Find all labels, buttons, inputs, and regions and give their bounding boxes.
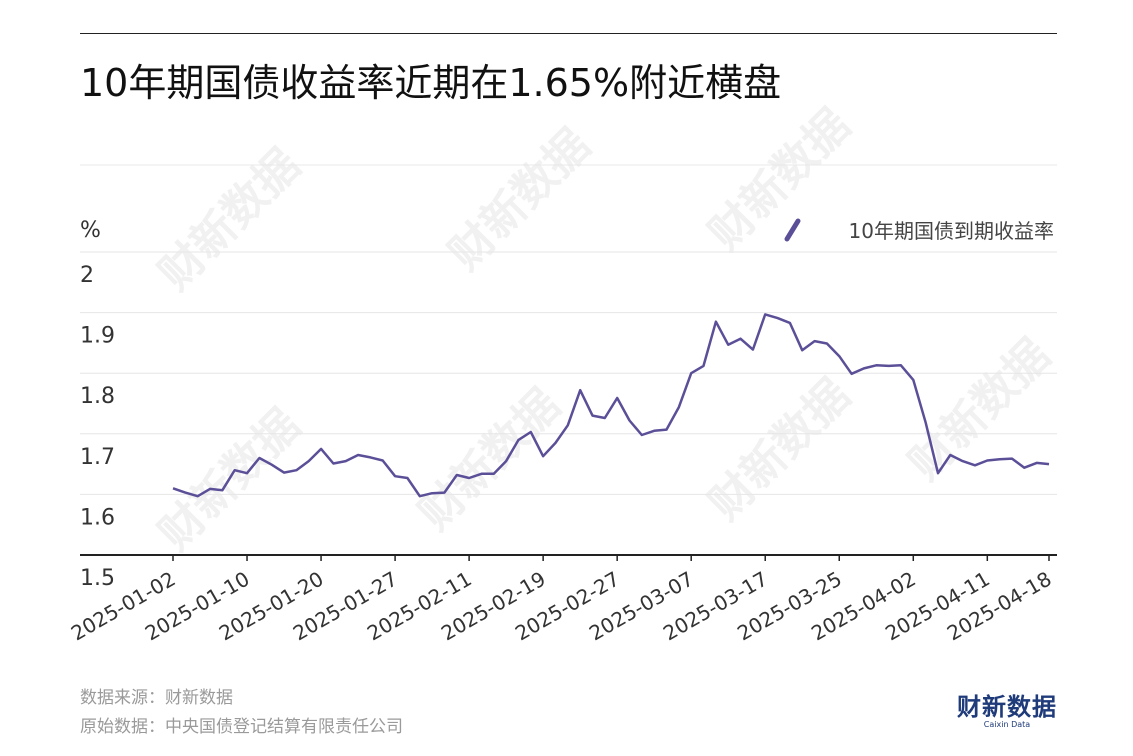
watermark: 财新数据 — [699, 369, 860, 530]
watermark: 财新数据 — [899, 329, 1060, 490]
watermark: 财新数据 — [149, 139, 310, 300]
brand-name-cn: 财新数据 — [957, 693, 1057, 721]
y-tick-label: 1.9 — [80, 324, 115, 349]
y-tick-label: 2 — [80, 263, 94, 288]
legend-swatch — [784, 218, 801, 242]
y-tick-label: 1.8 — [80, 384, 115, 409]
legend-label: 10年期国债到期收益率 — [849, 219, 1054, 243]
page-title: 10年期国债收益率近期在1.65%附近横盘 — [80, 61, 782, 105]
x-tick-labels: 2025-01-022025-01-102025-01-202025-01-27… — [67, 555, 1056, 645]
y-tick-label: 1.6 — [80, 505, 115, 530]
y-tick-label: 1.5 — [80, 566, 115, 591]
original-data-source: 原始数据：中央国债登记结算有限责任公司 — [80, 717, 403, 737]
top-rule — [80, 33, 1057, 34]
brand-logo: 财新数据 Caixin Data — [957, 694, 1057, 730]
watermark: 财新数据 — [439, 119, 600, 280]
watermark: 财新数据 — [699, 99, 860, 260]
legend: 10年期国债到期收益率 — [784, 218, 1054, 243]
brand-name-en: Caixin Data — [983, 720, 1031, 729]
y-axis-label: % — [80, 218, 101, 243]
y-tick-label: 1.7 — [80, 445, 115, 470]
data-source: 数据来源：财新数据 — [80, 688, 233, 708]
gridlines — [80, 164, 1057, 556]
series-line — [172, 313, 1050, 498]
watermark: 财新数据 — [409, 379, 570, 540]
series-layer — [172, 313, 1050, 498]
y-tick-labels: 1.5 1.6 1.7 1.8 1.9 2 — [80, 263, 115, 591]
